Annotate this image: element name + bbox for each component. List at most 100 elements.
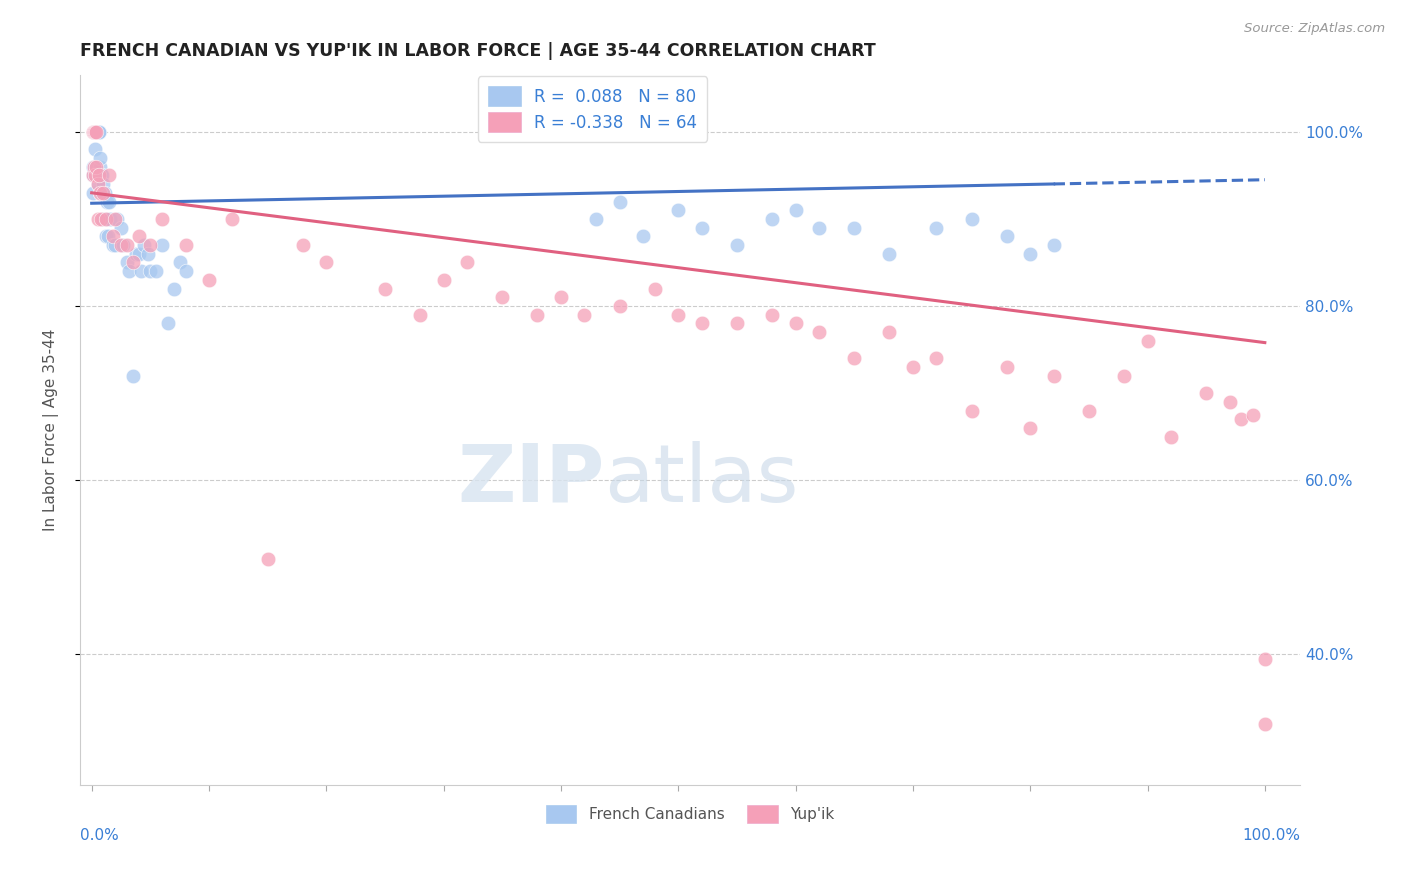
Point — [86, 125, 108, 139]
Text: 100.0%: 100.0% — [1241, 828, 1301, 843]
Point — [666, 203, 689, 218]
Point — [456, 255, 478, 269]
Point — [925, 351, 948, 366]
Point — [139, 238, 162, 252]
Point — [82, 160, 104, 174]
Point — [86, 125, 108, 139]
Point — [128, 229, 150, 244]
Point — [84, 142, 107, 156]
Point — [96, 194, 118, 209]
Point — [491, 290, 513, 304]
Point — [84, 125, 107, 139]
Point — [94, 211, 117, 226]
Point — [83, 125, 105, 139]
Point — [86, 160, 108, 174]
Point — [93, 186, 115, 200]
Point — [89, 186, 111, 200]
Point — [100, 211, 122, 226]
Point — [118, 264, 141, 278]
Point — [725, 238, 748, 252]
Point — [785, 317, 807, 331]
Point — [879, 246, 901, 260]
Point — [84, 169, 107, 183]
Point — [291, 238, 314, 252]
Point — [1077, 403, 1099, 417]
Point — [115, 255, 138, 269]
Point — [89, 160, 111, 174]
Point — [90, 169, 112, 183]
Point — [86, 125, 108, 139]
Point — [94, 229, 117, 244]
Point — [84, 125, 107, 139]
Point — [93, 211, 115, 226]
Point — [1019, 421, 1042, 435]
Point — [84, 125, 107, 139]
Point — [256, 551, 278, 566]
Point — [644, 282, 666, 296]
Point — [129, 264, 152, 278]
Point — [1254, 652, 1277, 666]
Point — [83, 125, 105, 139]
Point — [97, 229, 120, 244]
Point — [1241, 408, 1264, 422]
Point — [1230, 412, 1253, 426]
Point — [174, 264, 197, 278]
Point — [82, 125, 104, 139]
Point — [121, 368, 143, 383]
Point — [93, 186, 115, 200]
Point — [609, 299, 631, 313]
Point — [86, 125, 108, 139]
Point — [87, 125, 110, 139]
Point — [585, 211, 607, 226]
Point — [84, 125, 107, 139]
Point — [83, 125, 105, 139]
Point — [844, 220, 866, 235]
Point — [86, 125, 108, 139]
Point — [86, 125, 108, 139]
Point — [1160, 430, 1182, 444]
Point — [666, 308, 689, 322]
Point — [761, 308, 783, 322]
Point — [134, 238, 156, 252]
Point — [89, 186, 111, 200]
Point — [925, 220, 948, 235]
Point — [221, 211, 243, 226]
Point — [83, 125, 105, 139]
Point — [808, 325, 831, 339]
Point — [83, 160, 105, 174]
Point — [169, 255, 191, 269]
Y-axis label: In Labor Force | Age 35-44: In Labor Force | Age 35-44 — [44, 329, 59, 532]
Point — [86, 125, 108, 139]
Point — [87, 125, 110, 139]
Point — [110, 220, 132, 235]
Point — [409, 308, 432, 322]
Point — [960, 403, 983, 417]
Point — [121, 255, 143, 269]
Point — [785, 203, 807, 218]
Point — [87, 125, 110, 139]
Point — [1112, 368, 1135, 383]
Point — [91, 186, 114, 200]
Legend: French Canadians, Yup'ik: French Canadians, Yup'ik — [538, 797, 842, 830]
Point — [107, 211, 129, 226]
Point — [90, 186, 112, 200]
Point — [1219, 395, 1241, 409]
Point — [139, 264, 162, 278]
Point — [96, 211, 118, 226]
Text: FRENCH CANADIAN VS YUP'IK IN LABOR FORCE | AGE 35-44 CORRELATION CHART: FRENCH CANADIAN VS YUP'IK IN LABOR FORCE… — [80, 42, 876, 60]
Point — [91, 169, 114, 183]
Point — [725, 317, 748, 331]
Point — [1254, 717, 1277, 731]
Point — [433, 273, 456, 287]
Point — [1019, 246, 1042, 260]
Point — [110, 238, 132, 252]
Point — [844, 351, 866, 366]
Point — [86, 125, 108, 139]
Point — [90, 211, 112, 226]
Point — [761, 211, 783, 226]
Point — [87, 169, 110, 183]
Point — [112, 238, 135, 252]
Point — [86, 211, 108, 226]
Point — [84, 125, 107, 139]
Point — [125, 246, 148, 260]
